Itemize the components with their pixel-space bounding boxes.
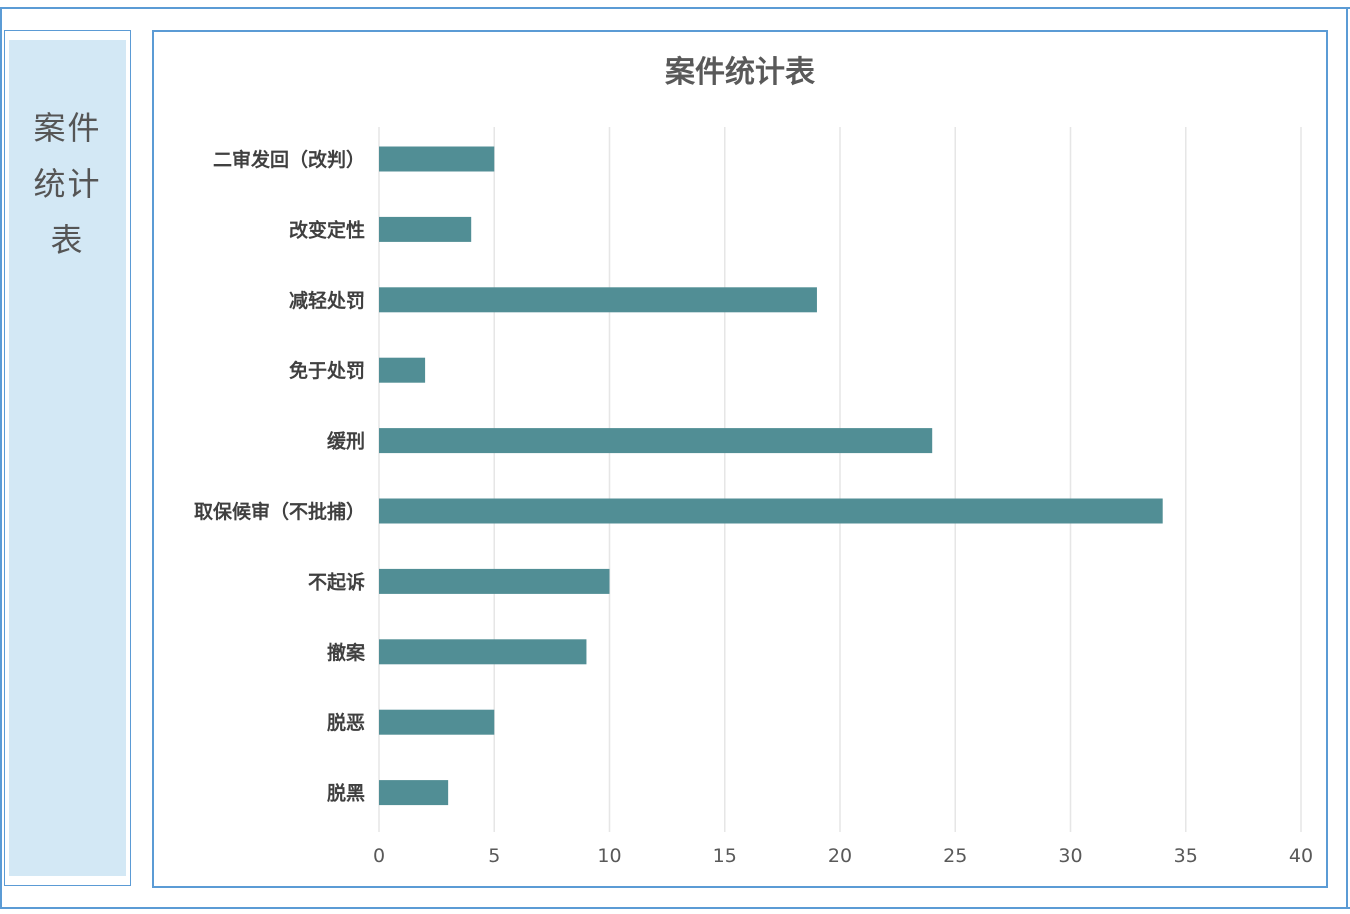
bar	[379, 709, 495, 735]
bar	[379, 428, 933, 454]
category-label: 免于处罚	[289, 359, 365, 382]
frame-left-border	[0, 7, 2, 909]
category-label: 脱黑	[327, 782, 365, 805]
bar	[379, 357, 426, 383]
chart-title: 案件统计表	[665, 55, 815, 90]
x-tick-label: 20	[828, 845, 852, 867]
category-label: 不起诉	[308, 570, 365, 593]
frame-right-border	[1346, 7, 1348, 909]
category-label: 撤案	[327, 641, 366, 664]
category-label: 减轻处罚	[289, 289, 365, 312]
chart-bars	[379, 146, 1163, 806]
side-panel-title: 案件 统计 表	[9, 100, 126, 268]
chart-gridlines	[378, 127, 1302, 832]
x-tick-label: 15	[713, 845, 737, 867]
bar	[379, 216, 472, 242]
frame-top-border	[0, 7, 1350, 9]
side-title-line-3: 表	[50, 221, 85, 259]
bar	[379, 639, 587, 665]
bar	[379, 287, 817, 313]
category-label: 缓刑	[327, 430, 365, 453]
bar	[379, 498, 1163, 524]
frame-bottom-border	[0, 907, 1350, 909]
category-label: 取保候审（不批捕）	[194, 500, 365, 523]
side-title-line-2: 统计	[33, 165, 102, 203]
side-panel-inner: 案件 统计 表	[9, 40, 126, 876]
category-label: 二审发回（改判）	[213, 148, 365, 171]
bar	[379, 568, 610, 594]
side-title-line-1: 案件	[33, 109, 102, 147]
x-tick-label: 35	[1174, 845, 1198, 867]
x-tick-label: 40	[1289, 845, 1313, 867]
x-tick-label: 5	[488, 845, 500, 867]
x-tick-label: 10	[597, 845, 621, 867]
chart-tick-labels: 0 5 10 15 20 25 30 35 40	[373, 845, 1313, 867]
chart-panel: 案件统计表 二审发回（改判） 改变定性减轻处罚免于处罚缓刑取保候审（不批捕） 不起诉…	[152, 30, 1328, 888]
bar	[379, 146, 495, 172]
x-tick-label: 25	[943, 845, 967, 867]
bar	[379, 780, 449, 806]
category-label: 脱恶	[327, 711, 365, 734]
x-tick-label: 30	[1058, 845, 1082, 867]
x-tick-label: 0	[373, 845, 385, 867]
side-panel: 案件 统计 表	[4, 30, 131, 886]
category-label: 改变定性	[289, 218, 365, 241]
